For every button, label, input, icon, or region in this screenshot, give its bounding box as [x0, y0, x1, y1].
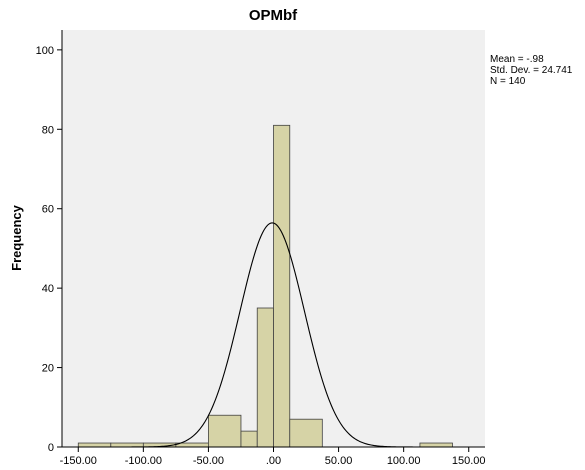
x-axis-ticks: -150.00 -100.00 -50.00 .00 50.00 100.00 150.00 — [60, 447, 486, 467]
y-axis-label: Frequency — [9, 204, 24, 271]
histogram-bar — [273, 124, 291, 448]
y-tick-label: 40 — [42, 283, 54, 295]
y-tick-label: 60 — [42, 204, 54, 216]
y-tick-label: 20 — [42, 363, 54, 375]
x-tick-label: 150.00 — [452, 455, 486, 467]
x-tick-label: -50.00 — [193, 455, 224, 467]
y-tick-label: 100 — [36, 45, 54, 57]
mean-text: Mean = -.98 — [490, 54, 544, 65]
chart-title: OPMbf — [249, 7, 298, 24]
x-tick-label: .00 — [266, 455, 281, 467]
histogram-bar — [110, 442, 144, 448]
histogram-bar — [289, 418, 323, 448]
y-tick-label: 80 — [42, 124, 54, 136]
x-tick-label: 50.00 — [325, 455, 353, 467]
y-tick-label: 0 — [48, 442, 54, 454]
n-text: N = 140 — [490, 76, 526, 87]
x-tick-label: -100.00 — [125, 455, 162, 467]
x-tick-label: 100.00 — [387, 455, 421, 467]
std-dev-text: Std. Dev. = 24.741 — [490, 65, 573, 76]
stats-box: Mean = -.98 Std. Dev. = 24.741 N = 140 — [490, 54, 572, 87]
histogram-bar — [240, 430, 258, 448]
histogram-bar — [256, 307, 274, 448]
histogram-bar — [419, 442, 453, 448]
histogram-bar — [77, 442, 112, 448]
histogram-bar — [175, 442, 209, 448]
histogram-bar — [208, 414, 242, 448]
y-axis-ticks: 0 20 40 60 80 100 — [36, 45, 62, 454]
x-tick-label: -150.00 — [60, 455, 97, 467]
